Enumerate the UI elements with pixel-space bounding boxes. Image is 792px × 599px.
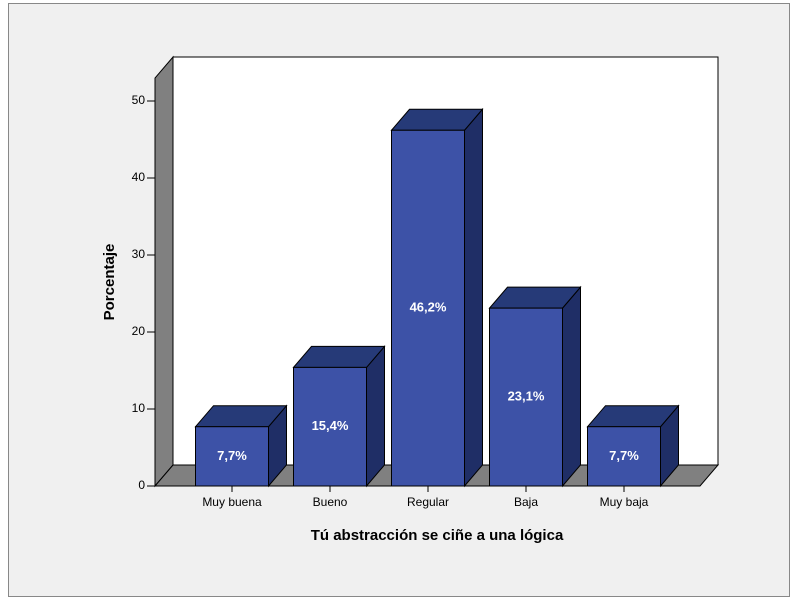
bar xyxy=(391,129,465,487)
bar-side xyxy=(464,107,483,488)
left-wall xyxy=(154,55,174,488)
value-label: 15,4% xyxy=(312,418,349,433)
bar xyxy=(489,307,563,487)
bar-side xyxy=(562,285,581,488)
bar-side xyxy=(366,345,385,488)
value-label: 7,7% xyxy=(217,448,247,463)
x-tick-label: Baja xyxy=(514,495,538,509)
x-axis-title: Tú abstracción se ciñe a una lógica xyxy=(311,527,564,544)
value-label: 46,2% xyxy=(410,300,447,315)
y-tick-label: 40 xyxy=(132,170,146,184)
bar xyxy=(195,426,269,487)
x-tick-label: Muy baja xyxy=(600,495,649,509)
bar xyxy=(293,366,367,487)
bar xyxy=(587,426,661,487)
y-tick-label: 20 xyxy=(132,324,146,338)
value-label: 23,1% xyxy=(508,389,545,404)
x-tick-label: Bueno xyxy=(313,495,348,509)
x-tick-label: Muy buena xyxy=(202,495,262,509)
value-label: 7,7% xyxy=(609,448,639,463)
y-tick-label: 50 xyxy=(132,93,146,107)
y-axis-title: Porcentaje xyxy=(101,244,118,321)
y-tick-label: 30 xyxy=(132,247,146,261)
y-tick-label: 10 xyxy=(132,401,146,415)
y-tick-label: 0 xyxy=(138,478,145,492)
x-tick-label: Regular xyxy=(407,495,449,509)
